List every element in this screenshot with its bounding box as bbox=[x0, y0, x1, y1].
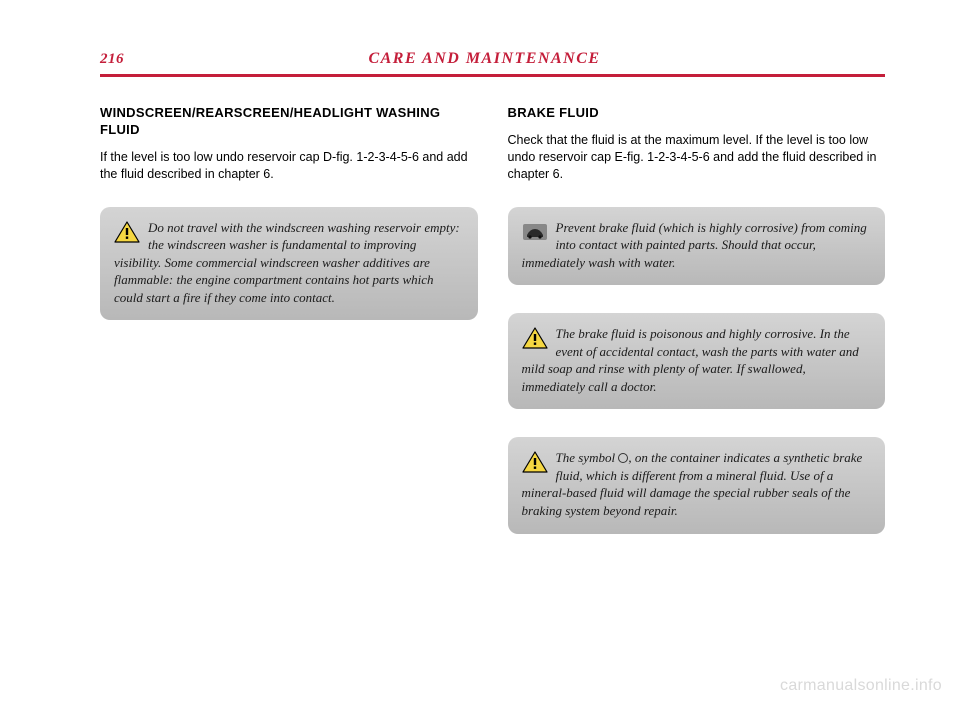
warning-windscreen-text: Do not travel with the windscreen washin… bbox=[114, 219, 462, 307]
warning-brake-poison-text: The brake fluid is poisonous and highly … bbox=[522, 325, 870, 395]
section-title-brake-fluid: BRAKE FLUID bbox=[508, 105, 886, 122]
section-title-washing-fluid: WINDSCREEN/REARSCREEN/HEADLIGHT WASHING … bbox=[100, 105, 478, 139]
right-column: BRAKE FLUID Check that the fluid is at t… bbox=[508, 105, 886, 562]
synthetic-symbol-icon bbox=[618, 453, 628, 463]
left-column: WINDSCREEN/REARSCREEN/HEADLIGHT WASHING … bbox=[100, 105, 478, 562]
warning-brake-corrosive: Prevent brake fluid (which is highly cor… bbox=[508, 207, 886, 286]
warn3-part-a: The symbol bbox=[556, 450, 619, 465]
body-brake-fluid: Check that the fluid is at the maximum l… bbox=[508, 132, 886, 183]
warning-brake-synthetic: The symbol , on the container indicates … bbox=[508, 437, 886, 533]
header-title: CARE AND MAINTENANCE bbox=[368, 50, 600, 68]
page-header: 216 CARE AND MAINTENANCE bbox=[100, 50, 885, 68]
page-number: 216 bbox=[100, 51, 124, 68]
header-rule bbox=[100, 74, 885, 77]
warning-brake-synthetic-text: The symbol , on the container indicates … bbox=[522, 449, 870, 519]
warning-windscreen: Do not travel with the windscreen washin… bbox=[100, 207, 478, 321]
warning-triangle-icon bbox=[114, 221, 140, 243]
warning-triangle-icon bbox=[522, 451, 548, 473]
warning-triangle-icon bbox=[522, 327, 548, 349]
warning-brake-poison: The brake fluid is poisonous and highly … bbox=[508, 313, 886, 409]
warning-brake-corrosive-text: Prevent brake fluid (which is highly cor… bbox=[522, 219, 870, 272]
car-paint-icon bbox=[522, 221, 548, 243]
watermark: carmanualsonline.info bbox=[780, 677, 942, 695]
body-washing-fluid: If the level is too low undo reservoir c… bbox=[100, 149, 478, 183]
